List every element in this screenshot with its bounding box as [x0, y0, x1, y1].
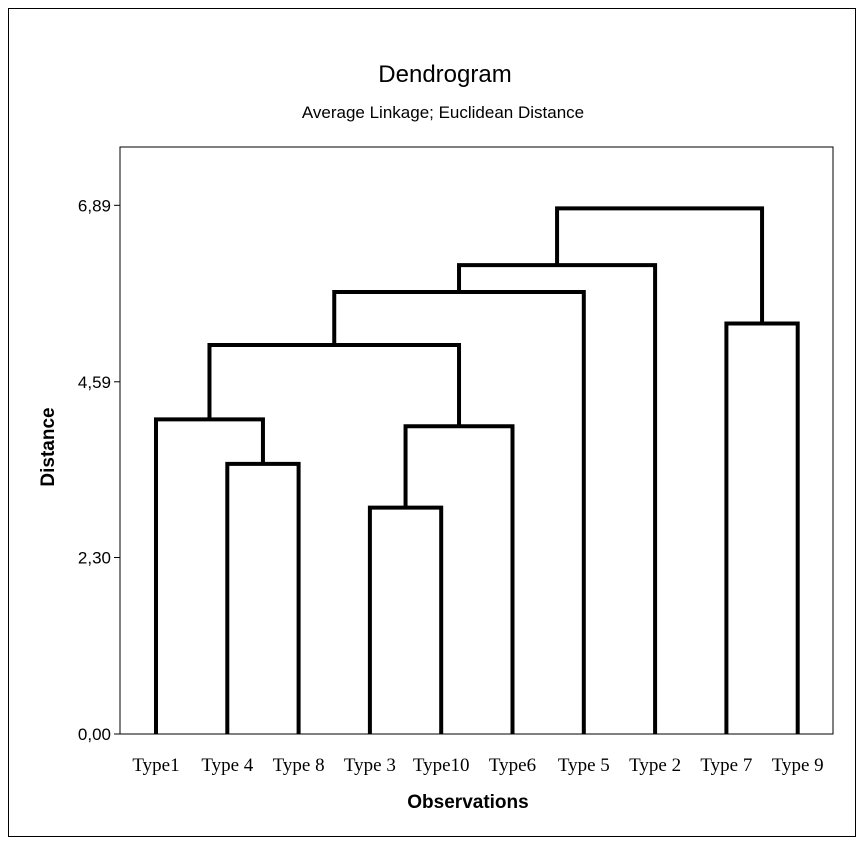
y-tick-label: 6,89	[78, 196, 111, 215]
y-axis: 0,00 2,30 4,59 6,89	[78, 196, 120, 744]
x-tick-label: Type 3	[344, 755, 396, 776]
dendrogram-link-7	[724, 321, 800, 734]
dendrogram-link-6	[457, 263, 658, 734]
x-axis: Type1 Type 4 Type 8 Type 3 Type10 Type6 Type 5…	[132, 755, 823, 776]
chart-title: Dendrogram	[378, 61, 511, 88]
x-tick-label: Type6	[489, 755, 536, 776]
x-axis-label: Observations	[407, 792, 528, 813]
dendrogram-link-8	[555, 206, 765, 324]
x-tick-label: Type 7	[700, 755, 752, 776]
y-tick-label: 0,00	[78, 725, 111, 744]
x-tick-label: Type10	[413, 755, 470, 776]
x-tick-label: Type 9	[772, 755, 824, 776]
y-tick-label: 4,59	[78, 373, 111, 392]
x-tick-label: Type 2	[629, 755, 681, 776]
dendrogram-link-1	[367, 505, 444, 734]
dendrogram-link-2	[154, 417, 265, 734]
x-tick-label: Type1	[132, 755, 179, 776]
chart-subtitle: Average Linkage; Euclidean Distance	[302, 103, 584, 122]
dendrogram-link-3	[403, 424, 515, 734]
x-tick-label: Type 4	[201, 755, 253, 776]
x-tick-label: Type 8	[273, 755, 325, 776]
plot-area-border	[119, 146, 834, 735]
chart-frame	[8, 8, 856, 837]
dendrogram-link-4	[207, 342, 462, 427]
y-axis-label: Distance	[38, 407, 59, 486]
dendrogram-link-5	[332, 290, 586, 734]
y-tick-label: 2,30	[78, 549, 111, 568]
dendrogram-link-0	[225, 461, 301, 734]
dendrogram-links	[154, 206, 800, 734]
x-tick-label: Type 5	[558, 755, 610, 776]
